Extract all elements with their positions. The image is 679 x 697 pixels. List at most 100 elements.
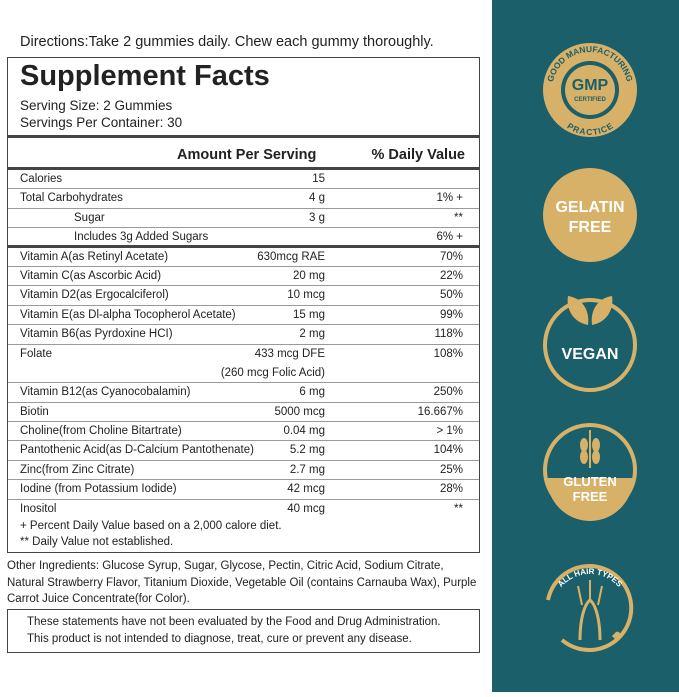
cell-dv: 1% + (436, 192, 463, 205)
servings-per-container: Servings Per Container: 30 (20, 115, 183, 130)
cell-amount: 3 g (309, 211, 325, 224)
badge-text: FREE (573, 489, 608, 504)
facts-row: Calories 15 (8, 170, 479, 190)
footnote: ** Daily Value not established. (20, 536, 174, 548)
cell-dv: 25% (439, 463, 463, 476)
disclaimer: These statements have not been evaluated… (7, 609, 480, 653)
facts-row: Includes 3g Added Sugars 6% + (8, 228, 479, 248)
cell-amount: 20 mg (293, 269, 325, 282)
cell-amount: 40 mcg (287, 502, 325, 515)
cell-amount: 4 g (309, 192, 325, 205)
cell-name: Iodine (from Potassium Iodide) (20, 483, 177, 496)
vegan-badge: VEGAN (543, 296, 637, 392)
badges: GOOD MANUFACTURING PRACTICE GMP CERTIFIE… (543, 43, 637, 652)
cell-dv: 250% (433, 386, 463, 399)
cell-name: Calories (20, 173, 63, 185)
cell-amount: 10 mcg (287, 289, 325, 302)
cell-note: (260 mcg Folic Acid) (220, 366, 325, 379)
disclaimer-line: These statements have not been evaluated… (27, 616, 441, 628)
facts-row: Biotin 5000 mcg 16.667% (8, 403, 479, 423)
facts-row: Zinc(from Zinc Citrate) 2.7 mg 25% (8, 461, 479, 481)
facts-title: Supplement Facts (20, 60, 270, 92)
cell-name: Vitamin C(as Ascorbic Acid) (20, 269, 162, 282)
cell-dv: 108% (433, 347, 463, 360)
cell-name: Vitamin B6(as Pyrdoxine HCI) (20, 328, 173, 341)
facts-row: Inositol 40 mcg ** (8, 500, 479, 518)
cell-amount: 5.2 mg (289, 444, 325, 457)
cell-dv: 50% (439, 289, 463, 302)
cell-name: Vitamin B12(as Cyanocobalamin) (20, 386, 191, 399)
cell-name: Vitamin D2(as Ergocalciferol) (20, 289, 169, 302)
cell-dv: 6% + (436, 231, 463, 244)
facts-row: Total Carbohydrates 4 g 1% + (8, 189, 479, 209)
facts-row: Vitamin C(as Ascorbic Acid) 20 mg 22% (8, 267, 479, 287)
cell-name: Folate (20, 347, 52, 360)
badge-text: GLUTEN (563, 474, 616, 489)
facts-row: Sugar 3 g ** (8, 209, 479, 229)
other-ingredients: Other Ingredients: Glucose Syrup, Sugar,… (7, 560, 477, 605)
cell-amount: 42 mcg (287, 483, 325, 496)
gmp-badge: GOOD MANUFACTURING PRACTICE GMP CERTIFIE… (543, 43, 637, 137)
header-amount: Amount Per Serving (177, 147, 317, 163)
cell-amount: 0.04 mg (283, 425, 325, 438)
svg-text:PRACTICE: PRACTICE (565, 121, 615, 138)
facts-row: Choline(from Choline Bitartrate) 0.04 mg >… (8, 422, 479, 442)
gluten-free-badge: GLUTEN FREE (543, 423, 637, 521)
cell-dv: 118% (434, 328, 463, 341)
cell-name: Includes 3g Added Sugars (74, 231, 209, 244)
cell-name: Vitamin E(as Dl-alpha Tocopherol Acetate… (20, 308, 236, 321)
cell-name: Total Carbohydrates (20, 192, 123, 205)
badge-text: VEGAN (562, 346, 619, 363)
disclaimer-line: This product is not intended to diagnose… (27, 633, 412, 645)
facts-row: Vitamin B6(as Pyrdoxine HCI) 2 mg 118% (8, 325, 479, 345)
header-dv: % Daily Value (371, 147, 466, 163)
serving-size: Serving Size: 2 Gummies (20, 98, 173, 113)
directions: Directions:Take 2 gummies daily. Chew ea… (20, 34, 434, 50)
cell-amount: 5000 mcg (274, 405, 325, 418)
facts-row: Folate 433 mcg DFE (260 mcg Folic Acid) 108… (8, 345, 479, 384)
rule (8, 167, 479, 170)
cell-name: Sugar (74, 211, 105, 224)
cell-amount: 2.7 mg (289, 463, 325, 476)
cell-amount: 630mcg RAE (257, 250, 325, 263)
cell-dv: ** (454, 211, 463, 224)
cell-dv: 28% (439, 483, 463, 496)
cell-name: Biotin (20, 405, 49, 418)
facts-row: Vitamin D2(as Ergocalciferol) 10 mcg 50% (8, 286, 479, 306)
cell-dv: 22% (439, 269, 463, 282)
gelatin-free-badge: GELATIN FREE (543, 168, 637, 262)
cell-name: Inositol (20, 502, 57, 515)
facts-row: Vitamin A(as Retinyl Acetate) 630mcg RAE 7… (8, 248, 479, 267)
facts-row: Vitamin E(as Dl-alpha Tocopherol Acetate… (8, 306, 479, 326)
cell-dv: > 1% (436, 425, 463, 438)
footnote: + Percent Daily Value based on a 2,000 c… (20, 520, 282, 532)
facts-row: Iodine (from Potassium Iodide) 42 mcg 28% (8, 480, 479, 500)
cell-name: Choline(from Choline Bitartrate) (20, 425, 182, 438)
facts-rows: Calories 15 Total Carbohydrates 4 g 1% + Suga… (8, 170, 479, 518)
hair-badge: ALL HAIR TYPES (546, 564, 634, 652)
badge-text: FREE (569, 219, 612, 236)
cell-dv: 99% (439, 308, 463, 321)
facts-row: Vitamin B12(as Cyanocobalamin) 6 mg 250% (8, 383, 479, 403)
gmp-ring: PRACTICE (565, 121, 615, 138)
cell-amount: 6 mg (299, 386, 325, 399)
rule (8, 135, 479, 138)
cell-dv: 16.667% (417, 405, 463, 418)
cell-amount: 433 mcg DFE (254, 347, 325, 360)
cell-name: Zinc(from Zinc Citrate) (20, 463, 135, 476)
cell-name: Pantothenic Acid(as D-Calcium Pantothena… (20, 444, 254, 457)
facts-row: Pantothenic Acid(as D-Calcium Pantothena… (8, 441, 479, 461)
cell-name: Vitamin A(as Retinyl Acetate) (20, 250, 169, 263)
cell-amount: 2 mg (299, 328, 325, 341)
cell-amount: 15 mg (293, 308, 325, 321)
badge-text: GELATIN (555, 199, 624, 216)
gmp-label: GMP (572, 77, 609, 94)
supplement-facts: Supplement Facts Serving Size: 2 Gummies… (7, 57, 480, 553)
gmp-sub: CERTIFIED (574, 97, 606, 103)
cell-dv: ** (454, 502, 463, 515)
badge-panel: GOOD MANUFACTURING PRACTICE GMP CERTIFIE… (492, 0, 679, 692)
cell-amount: 15 (312, 173, 325, 185)
cell-dv: 70% (439, 250, 463, 263)
cell-dv: 104% (433, 444, 463, 457)
